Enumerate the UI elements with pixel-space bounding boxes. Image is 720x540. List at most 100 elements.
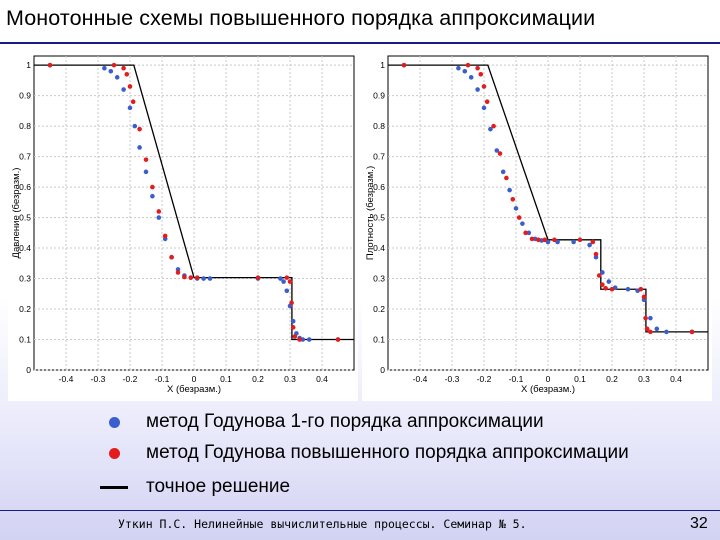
y-tick-label: 0.6 <box>19 182 31 192</box>
data-point <box>292 334 298 339</box>
legend-red-dot <box>108 447 120 459</box>
data-point <box>491 123 496 129</box>
data-point <box>255 275 261 280</box>
data-point <box>300 337 306 342</box>
x-tick-label: 0 <box>546 374 551 384</box>
legend-item-higher-order: метод Годунова повышенного порядка аппро… <box>100 440 629 466</box>
data-point <box>625 286 631 292</box>
data-point <box>468 75 474 80</box>
data-point <box>478 71 484 77</box>
data-point <box>175 270 181 275</box>
page-number: 32 <box>690 515 708 532</box>
x-tick-label: 0.1 <box>574 374 586 384</box>
data-point <box>456 65 461 71</box>
data-point <box>284 275 290 280</box>
y-tick-label: 0 <box>380 365 385 375</box>
data-point <box>504 175 509 181</box>
data-point <box>335 337 341 342</box>
data-point <box>102 65 107 71</box>
legend-black-line <box>100 485 128 489</box>
title-divider <box>0 42 720 44</box>
data-point <box>127 105 133 111</box>
x-tick-label: -0.4 <box>59 374 74 384</box>
data-point <box>182 274 187 280</box>
data-point <box>297 337 302 342</box>
data-point <box>121 87 126 92</box>
data-point <box>577 237 583 243</box>
x-tick-label: 0.1 <box>220 374 232 384</box>
data-point <box>290 325 296 330</box>
x-tick-label: -0.2 <box>477 374 492 384</box>
y-tick-label: 1 <box>380 60 385 70</box>
data-point <box>590 239 596 245</box>
exact-solution-line <box>34 64 354 341</box>
data-point <box>603 285 608 291</box>
y-tick-label: 0.2 <box>373 304 385 314</box>
data-point <box>137 126 142 132</box>
data-point <box>552 237 557 243</box>
pressure-chart-panel: -0.4 -0.3 -0.2 -0.1 0 0.1 0.2 0.3 0.4 0 0.1 0.2 0.3 0… <box>8 48 358 401</box>
y-tick-label: 0.7 <box>19 152 31 162</box>
legend-label-exact: точное решение <box>146 476 291 497</box>
data-point <box>188 275 194 280</box>
data-point <box>542 237 548 243</box>
data-point <box>600 270 605 275</box>
y-tick-label: 0.8 <box>373 121 385 131</box>
data-point <box>513 206 519 211</box>
data-point <box>571 239 576 245</box>
data-point <box>596 273 602 278</box>
data-point <box>278 276 283 281</box>
data-point <box>47 62 53 68</box>
y-tick-label: 0.5 <box>373 213 385 223</box>
data-point <box>526 230 532 236</box>
data-point <box>108 68 114 74</box>
y-tick-label: 0.3 <box>19 274 31 284</box>
density-chart: -0.4 -0.3 -0.2 -0.1 0 0.1 0.2 0.3 0.4 0 0.1 0.2 0.3 0… <box>365 55 709 395</box>
y-tick-label: 0.8 <box>19 121 31 131</box>
data-point <box>401 62 407 68</box>
data-point <box>510 196 516 202</box>
data-point <box>284 288 290 294</box>
y-axis-label: Давление (безразм.) <box>11 168 22 259</box>
x-tick-label: 0.3 <box>638 374 650 384</box>
data-point <box>500 169 506 175</box>
data-point <box>644 326 650 332</box>
y-tick-label: 0.5 <box>19 213 31 223</box>
y-tick-label: 0.6 <box>373 182 385 192</box>
data-point <box>111 62 117 68</box>
data-point <box>638 286 644 292</box>
data-point <box>536 237 541 243</box>
data-point <box>114 75 120 80</box>
data-point <box>497 151 503 156</box>
data-point <box>137 145 142 150</box>
data-point <box>481 105 487 111</box>
data-point <box>124 71 130 77</box>
data-point <box>494 148 500 153</box>
data-point <box>475 87 480 92</box>
data-point <box>481 84 487 89</box>
data-point <box>150 184 155 190</box>
x-tick-label: -0.3 <box>91 374 106 384</box>
data-point <box>156 215 162 220</box>
y-tick-label: 0.1 <box>19 335 31 345</box>
footer-citation: Уткин П.С. Нелинейные вычислительные про… <box>118 517 527 531</box>
series-1-points <box>47 62 341 342</box>
data-point <box>488 126 493 132</box>
series-1-points <box>401 62 695 335</box>
x-axis-label: X (безразм.) <box>167 384 221 395</box>
data-point <box>516 215 522 220</box>
y-tick-label: 0.1 <box>373 335 385 345</box>
data-point <box>207 276 213 281</box>
data-point <box>121 65 126 71</box>
x-tick-label: -0.1 <box>155 374 170 384</box>
legend-label-higher-order: метод Годунова повышенного порядка аппро… <box>146 442 629 463</box>
x-tick-label: 0.2 <box>252 374 264 384</box>
data-point <box>600 282 605 287</box>
x-axis-label: X (безразм.) <box>521 384 575 395</box>
y-tick-label: 0.4 <box>19 243 31 253</box>
y-tick-label: 0.9 <box>373 91 385 101</box>
x-tick-label: -0.2 <box>123 374 138 384</box>
x-tick-label: 0.3 <box>284 374 296 384</box>
x-tick-label: -0.4 <box>413 374 428 384</box>
y-tick-label: 0.3 <box>373 274 385 284</box>
